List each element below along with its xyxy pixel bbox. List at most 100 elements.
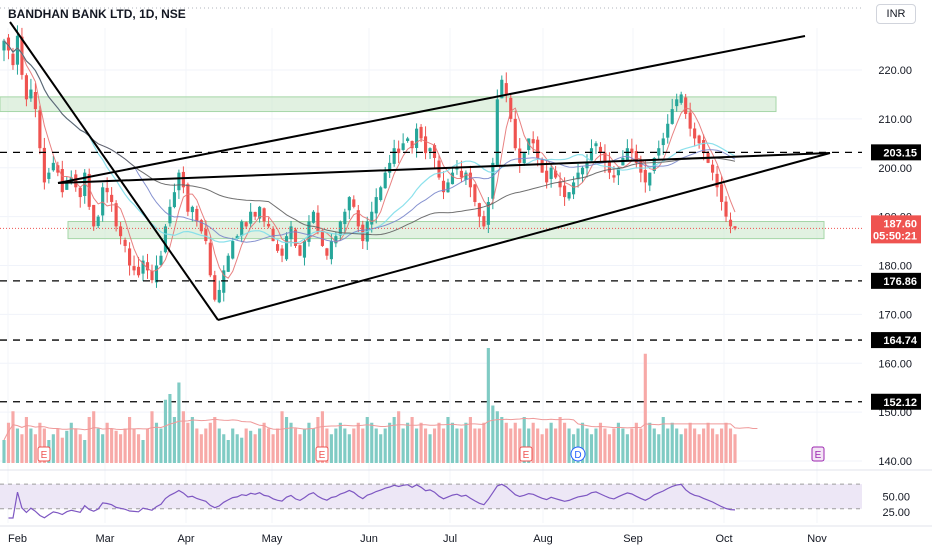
volume-bar (603, 428, 607, 463)
candle-body (518, 148, 522, 163)
volume-bar (504, 422, 508, 463)
candle-body (625, 148, 629, 161)
volume-bar (688, 422, 692, 463)
time-tick-label: Sep (623, 533, 643, 545)
candle-body (231, 241, 235, 259)
volume-bar (406, 422, 410, 463)
candle-body (549, 167, 553, 179)
price-level-label: 164.74 (883, 335, 918, 347)
candle-body (576, 172, 580, 180)
candle-body (554, 170, 558, 178)
volume-bar (374, 428, 378, 463)
volume-bar (284, 417, 289, 463)
rsi-pane: 50.00 25.00 (0, 483, 910, 519)
candle-body (190, 206, 194, 213)
candle-body (661, 138, 665, 146)
candle-body (244, 222, 248, 227)
volume-bar (625, 434, 629, 463)
volume-bar (554, 428, 558, 463)
candle-body (60, 169, 64, 193)
rsi-tick-label: 25.00 (882, 507, 910, 519)
volume-bar (42, 428, 46, 463)
dividend-icon[interactable]: D (570, 446, 586, 462)
volume-bar (540, 434, 544, 463)
candle-body (329, 241, 333, 260)
candle-body (302, 241, 307, 258)
price-tick-label: 140.00 (878, 456, 912, 468)
candle-body (459, 170, 464, 178)
candle-body (441, 180, 446, 193)
price-level-label: 203.15 (883, 147, 917, 159)
earnings-icon[interactable]: E (37, 446, 51, 462)
volume-bar (298, 434, 302, 463)
candle-body (679, 94, 683, 103)
candle-body (500, 79, 504, 99)
volume-bar (643, 353, 647, 463)
candle-body (56, 165, 60, 173)
volume-ma-line (3, 417, 758, 441)
volume-bar (204, 428, 208, 463)
price-label-bg (871, 272, 921, 289)
volume-bar (576, 428, 580, 463)
candle-body (468, 172, 472, 188)
candle-body (141, 260, 145, 274)
volume-bar (38, 422, 42, 463)
earnings-icon[interactable]: E (315, 446, 329, 462)
volume-bar (370, 422, 374, 463)
price-tick-label: 180.00 (878, 261, 912, 273)
volume-bar (423, 428, 428, 463)
candle-body (172, 192, 176, 208)
candle-body (639, 160, 643, 173)
candle-body (567, 192, 571, 199)
time-tick-label: Jul (443, 533, 457, 545)
earnings-badge (811, 446, 825, 462)
candle-body (334, 236, 338, 244)
volume-bar (728, 428, 733, 463)
event-label: D (574, 450, 581, 461)
volume-bar (141, 440, 145, 463)
volume-bar (352, 428, 356, 463)
time-tick-label: Oct (715, 533, 732, 545)
volume-bar (33, 434, 37, 463)
candle-body (298, 245, 302, 256)
volume-bar (168, 394, 172, 463)
volume-bar (65, 430, 69, 463)
candle-body (11, 53, 15, 66)
volume-bar (258, 428, 262, 463)
volume-bar (670, 422, 674, 463)
candle-body (38, 110, 42, 149)
candle-body (199, 220, 203, 232)
candle-body (531, 139, 535, 144)
candle-body (249, 211, 253, 224)
event-label: E (319, 450, 326, 461)
candle-body (473, 184, 477, 202)
candle-body (724, 201, 728, 217)
volume-bar (513, 422, 517, 463)
price-label-bg (871, 332, 921, 349)
candle-body (477, 203, 481, 217)
candle-body (226, 255, 230, 272)
currency-button[interactable]: INR (876, 4, 916, 24)
volume-bar (495, 411, 499, 463)
countdown-label: 05:50:21 (873, 230, 917, 242)
volume-bar (307, 422, 311, 463)
candle-body (446, 182, 450, 193)
volume-bar (500, 417, 504, 463)
time-tick-label: May (262, 533, 283, 545)
candle-body (132, 266, 136, 271)
candle-body (406, 138, 410, 142)
candle-body (652, 157, 656, 172)
candle-body (284, 236, 289, 260)
candle-body (96, 216, 100, 226)
earnings-icon[interactable]: E (811, 446, 825, 462)
volume-bar (51, 434, 55, 463)
earnings-icon[interactable]: E (519, 446, 533, 462)
support-resistance-zones (0, 96, 825, 240)
candle-body (482, 216, 486, 227)
time-axis: Feb Mar Apr May Jun Jul Aug Sep Oct Nov (8, 533, 827, 545)
candle-body (271, 228, 275, 242)
candle-body (486, 201, 490, 225)
time-tick-label: Apr (177, 533, 194, 545)
